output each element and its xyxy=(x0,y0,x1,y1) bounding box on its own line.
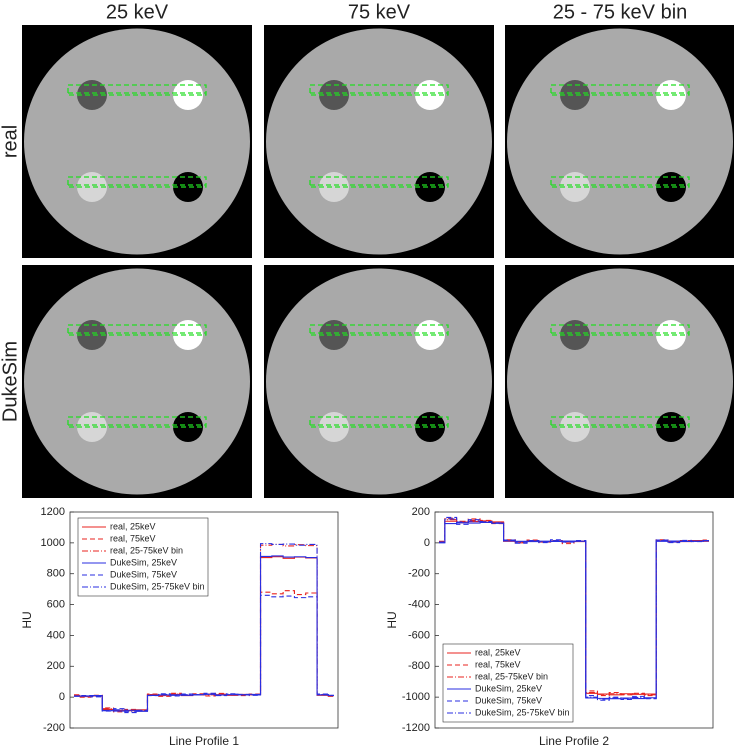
ct-image xyxy=(22,25,252,258)
insert xyxy=(560,412,590,442)
profile-box xyxy=(67,84,207,96)
y-tick-label: 600 xyxy=(47,598,65,610)
y-tick-label: -800 xyxy=(408,660,430,672)
ct-image xyxy=(22,265,252,498)
legend-label: real, 75keV xyxy=(110,533,156,543)
legend-label: real, 75keV xyxy=(475,659,521,669)
insert xyxy=(415,172,445,202)
legend-box xyxy=(77,517,209,597)
legend-box xyxy=(442,643,574,723)
y-tick-label: 1000 xyxy=(41,537,65,549)
profile-box xyxy=(550,416,690,428)
series-line xyxy=(74,543,334,712)
insert xyxy=(656,172,686,202)
insert xyxy=(173,412,203,442)
legend-label: DukeSim, 75keV xyxy=(475,695,542,705)
y-tick-label: -1000 xyxy=(402,691,430,703)
legend-label: DukeSim, 25-75keV bin xyxy=(475,707,570,717)
insert xyxy=(560,320,590,350)
legend-label: DukeSim, 75keV xyxy=(110,569,177,579)
insert xyxy=(173,172,203,202)
insert xyxy=(560,80,590,110)
y-tick-label: -600 xyxy=(408,629,430,641)
y-tick-label: -1200 xyxy=(402,722,430,734)
legend-label: real, 25keV xyxy=(475,647,521,657)
x-axis-label: Line Profile 1 xyxy=(169,734,239,748)
insert xyxy=(319,80,349,110)
legend-label: DukeSim, 25-75keV bin xyxy=(110,581,205,591)
phantom xyxy=(266,28,492,255)
insert xyxy=(319,412,349,442)
ct-image xyxy=(505,25,734,258)
phantom xyxy=(266,268,492,495)
ct-image xyxy=(264,265,494,498)
y-tick-label: 400 xyxy=(47,629,65,641)
insert xyxy=(77,80,107,110)
insert xyxy=(560,172,590,202)
y-tick-label: -400 xyxy=(408,598,430,610)
y-tick-label: -200 xyxy=(43,722,65,734)
profile-box xyxy=(550,324,690,336)
series-line xyxy=(439,518,709,700)
profile-box xyxy=(550,84,690,96)
insert xyxy=(656,320,686,350)
legend-label: real, 25-75keV bin xyxy=(475,671,548,681)
row-label: DukeSim xyxy=(0,341,21,422)
insert xyxy=(319,172,349,202)
legend-label: real, 25keV xyxy=(110,521,156,531)
insert xyxy=(173,320,203,350)
insert xyxy=(415,412,445,442)
insert xyxy=(415,320,445,350)
insert xyxy=(319,320,349,350)
y-tick-label: 200 xyxy=(412,506,430,518)
y-tick-label: 1200 xyxy=(41,506,65,518)
y-tick-label: 0 xyxy=(424,537,430,549)
profile-box xyxy=(67,176,207,188)
column-header: 25 - 75 keV bin xyxy=(553,1,688,23)
phantom xyxy=(507,28,733,255)
phantom xyxy=(507,268,733,495)
insert xyxy=(415,80,445,110)
y-tick-label: -200 xyxy=(408,568,430,580)
y-axis-label: HU xyxy=(20,611,34,628)
insert xyxy=(656,412,686,442)
y-tick-label: 0 xyxy=(59,691,65,703)
y-tick-label: 200 xyxy=(47,660,65,672)
ct-image xyxy=(505,265,734,498)
legend-label: real, 25-75keV bin xyxy=(110,545,183,555)
column-header: 25 keV xyxy=(106,1,169,23)
insert xyxy=(77,412,107,442)
profile-box xyxy=(309,416,449,428)
column-header: 75 keV xyxy=(348,1,411,23)
profile-box xyxy=(550,176,690,188)
ct-image xyxy=(264,25,494,258)
profile-box xyxy=(309,324,449,336)
legend-label: DukeSim, 25keV xyxy=(110,557,177,567)
insert xyxy=(173,80,203,110)
profile-box xyxy=(309,84,449,96)
insert xyxy=(656,80,686,110)
phantom xyxy=(24,268,250,495)
x-axis-label: Line Profile 2 xyxy=(539,734,609,748)
insert xyxy=(77,320,107,350)
legend-label: DukeSim, 25keV xyxy=(475,683,542,693)
phantom xyxy=(24,28,250,255)
y-axis-label: HU xyxy=(385,611,399,628)
y-tick-label: 800 xyxy=(47,568,65,580)
profile-box xyxy=(309,176,449,188)
row-label: real xyxy=(0,125,21,158)
profile-box xyxy=(67,324,207,336)
insert xyxy=(77,172,107,202)
profile-box xyxy=(67,416,207,428)
